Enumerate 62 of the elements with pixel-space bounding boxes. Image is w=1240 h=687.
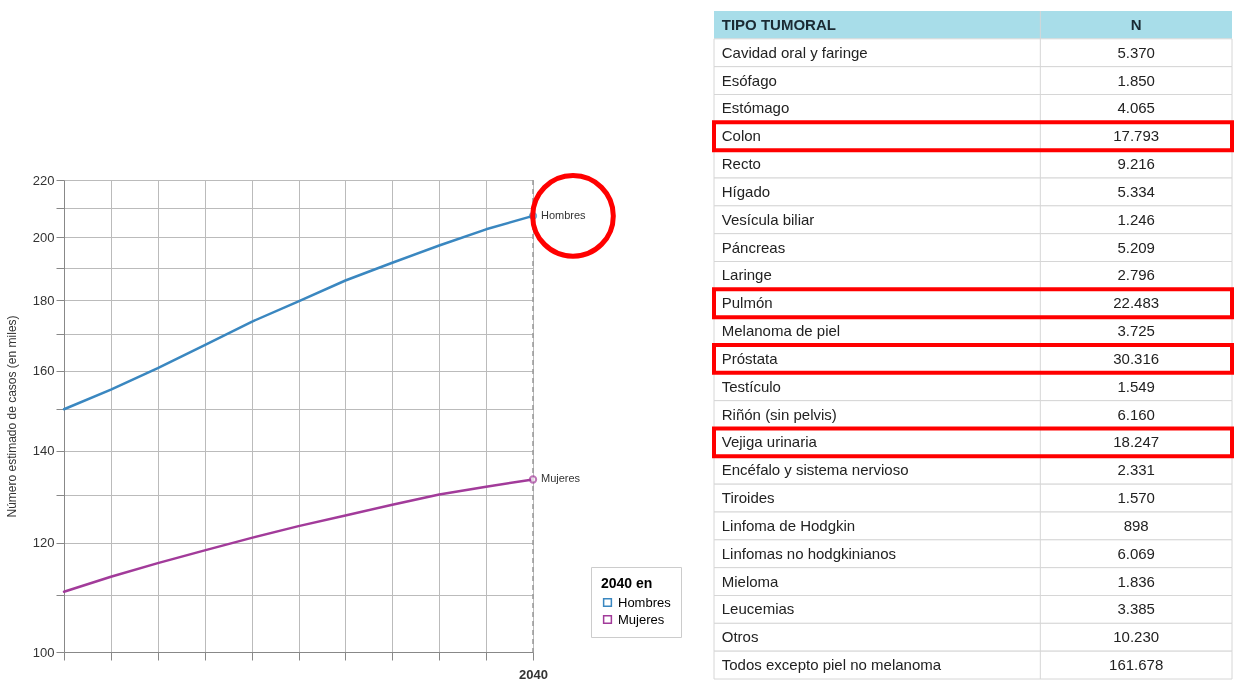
legend-label: Mujeres bbox=[618, 611, 665, 627]
category-label: Melanoma de piel bbox=[721, 322, 841, 340]
category-label: Laringe bbox=[721, 266, 772, 284]
text: 5.370 bbox=[1117, 43, 1155, 61]
category-label: Recto bbox=[721, 155, 761, 173]
text: 9.216 bbox=[1117, 155, 1155, 173]
category-label: Encéfalo y sistema nervioso bbox=[721, 461, 909, 479]
category-label: Hígado bbox=[721, 182, 771, 200]
category-label: Vejiga urinaria bbox=[721, 433, 818, 451]
category-label: Todos excepto piel no melanoma bbox=[721, 656, 942, 674]
text: 3.725 bbox=[1117, 322, 1155, 340]
text: 10.230 bbox=[1113, 628, 1160, 646]
text: 4.065 bbox=[1117, 99, 1155, 117]
category-label: Cavidad oral y faringe bbox=[721, 43, 868, 61]
text: Hombres bbox=[541, 208, 586, 221]
text: 30.316 bbox=[1113, 349, 1160, 367]
category-label: Vesícula biliar bbox=[721, 210, 815, 228]
category-label: Leucemias bbox=[721, 600, 795, 618]
text: 1.570 bbox=[1117, 489, 1155, 507]
category-label: Tiroides bbox=[721, 489, 775, 507]
text: 6.069 bbox=[1117, 544, 1155, 562]
legend-label: Hombres bbox=[618, 594, 672, 610]
y-tick-label: 140 bbox=[32, 443, 55, 459]
y-tick-label: 100 bbox=[32, 644, 55, 660]
text: 1.549 bbox=[1117, 377, 1155, 395]
text: 161.678 bbox=[1109, 656, 1164, 674]
y-tick-label: 220 bbox=[32, 172, 55, 188]
text: 6.160 bbox=[1117, 405, 1155, 423]
text: 1.836 bbox=[1117, 572, 1155, 590]
text: 3.385 bbox=[1117, 600, 1155, 618]
category-label: Esófago bbox=[721, 71, 777, 89]
text: 5.334 bbox=[1117, 182, 1155, 200]
text: 898 bbox=[1123, 516, 1149, 534]
text: Mujeres bbox=[541, 472, 581, 485]
category-label: Pulmón bbox=[721, 294, 773, 312]
category-label: Páncreas bbox=[721, 238, 786, 256]
category-label: Colon bbox=[721, 127, 761, 145]
category-label: Riñón (sin pelvis) bbox=[721, 405, 837, 423]
text: N bbox=[1130, 15, 1142, 33]
text: 1.246 bbox=[1117, 210, 1155, 228]
text: 18.247 bbox=[1113, 433, 1160, 451]
legend-title: 2040 en bbox=[601, 575, 653, 591]
category-label: Linfomas no hodgkinianos bbox=[721, 544, 897, 562]
x-tick-label: 2040 bbox=[519, 666, 548, 682]
text: 2.331 bbox=[1117, 461, 1155, 479]
text: 5.209 bbox=[1117, 238, 1155, 256]
text: 22.483 bbox=[1113, 294, 1160, 312]
text: 1.850 bbox=[1117, 71, 1155, 89]
y-tick-label: 200 bbox=[32, 229, 55, 245]
category-label: Estómago bbox=[721, 99, 790, 117]
text: 17.793 bbox=[1113, 127, 1160, 145]
category-label: Otros bbox=[721, 628, 759, 646]
y-tick-label: 160 bbox=[32, 363, 55, 379]
text: TIPO TUMORAL bbox=[721, 15, 836, 33]
text: 2.796 bbox=[1117, 266, 1155, 284]
y-axis-title: Número estimado de casos (en miles) bbox=[4, 315, 19, 518]
y-tick-label: 120 bbox=[32, 535, 55, 551]
category-label: Próstata bbox=[721, 349, 779, 367]
category-label: Testículo bbox=[721, 377, 781, 395]
category-label: Mieloma bbox=[721, 572, 780, 590]
y-tick-label: 180 bbox=[32, 292, 55, 308]
category-label: Linfoma de Hodgkin bbox=[721, 516, 856, 534]
